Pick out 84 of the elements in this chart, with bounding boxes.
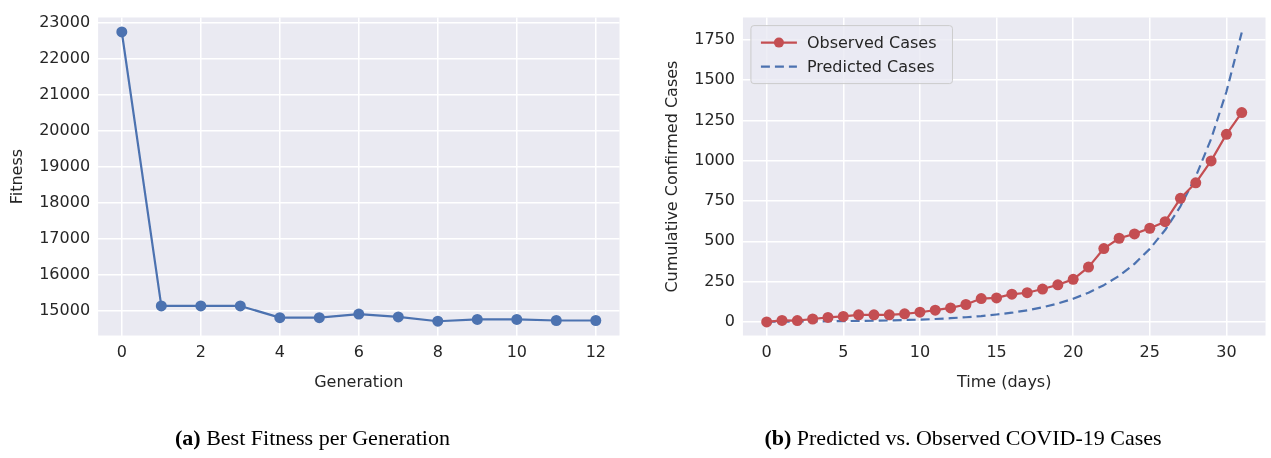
y-tick-label: 18000 <box>39 191 91 211</box>
point <box>1128 228 1140 240</box>
y-tick-label: 750 <box>704 190 735 210</box>
y-tick-label: 1500 <box>694 69 735 89</box>
point <box>914 306 926 318</box>
point <box>353 308 365 320</box>
point <box>945 302 957 314</box>
point <box>1144 222 1156 234</box>
point <box>776 314 788 326</box>
point <box>1083 261 1094 273</box>
point <box>960 298 972 310</box>
point <box>975 293 987 305</box>
point <box>1174 192 1186 204</box>
text: (b) Predicted vs. Observed COVID-19 Cases <box>764 425 1162 450</box>
point <box>471 313 483 325</box>
point <box>1037 283 1049 295</box>
point <box>274 312 286 324</box>
point <box>868 309 880 321</box>
y-tick-label: 15000 <box>39 299 91 319</box>
point <box>1067 273 1079 285</box>
point <box>883 309 895 321</box>
point <box>1190 177 1202 189</box>
point <box>155 300 167 312</box>
point <box>1098 243 1110 255</box>
y-tick-label: 250 <box>704 270 735 290</box>
point <box>1021 287 1033 299</box>
y-axis-title: Fitness <box>6 148 26 205</box>
y-tick-label: 19000 <box>39 155 91 175</box>
x-tick-label: 15 <box>986 342 1007 362</box>
text: (a) Best Fitness per Generation <box>175 425 450 450</box>
point <box>195 300 207 312</box>
point <box>1205 155 1217 167</box>
point <box>1113 232 1125 244</box>
legend-label: Observed Cases <box>806 32 937 52</box>
point <box>791 315 803 327</box>
legend-label: Predicted Cases <box>806 56 935 76</box>
x-tick-label: 30 <box>1216 342 1237 362</box>
point <box>929 304 941 316</box>
x-tick-label: 5 <box>838 342 849 362</box>
y-tick-label: 21000 <box>39 84 91 104</box>
point <box>1236 107 1248 119</box>
x-tick-label: 20 <box>1062 342 1084 362</box>
point <box>550 315 562 327</box>
point <box>116 26 128 38</box>
x-tick-label: 12 <box>585 342 606 362</box>
point <box>1159 216 1171 228</box>
point <box>511 313 523 325</box>
x-tick-label: 2 <box>195 342 206 362</box>
y-axis-title: Cumulative Confirmed Cases <box>661 60 681 293</box>
y-tick-label: 1250 <box>694 109 735 129</box>
x-tick-label: 10 <box>506 342 527 362</box>
y-tick-label: 17000 <box>39 227 91 247</box>
x-tick-label: 0 <box>116 342 127 362</box>
x-tick-label: 25 <box>1139 342 1160 362</box>
point <box>853 309 865 321</box>
y-tick-label: 1000 <box>694 149 735 169</box>
y-tick-label: 23000 <box>39 12 91 32</box>
x-axis-title: Time (days) <box>955 371 1052 391</box>
point <box>822 311 834 323</box>
point <box>1006 288 1018 300</box>
y-tick-label: 1750 <box>694 29 735 48</box>
y-tick-label: 500 <box>704 230 735 250</box>
point <box>432 315 444 327</box>
x-tick-label: 8 <box>432 342 443 362</box>
y-tick-label: 20000 <box>39 119 91 139</box>
point <box>234 300 246 312</box>
y-tick-label: 16000 <box>39 263 91 283</box>
x-tick-label: 0 <box>761 342 772 362</box>
x-tick-label: 10 <box>909 342 931 362</box>
point <box>991 292 1003 304</box>
point <box>761 316 773 328</box>
point <box>590 315 602 327</box>
point <box>807 313 819 325</box>
point <box>899 308 911 320</box>
point <box>313 312 325 324</box>
x-axis-title: Generation <box>314 371 404 391</box>
y-tick-label: 0 <box>724 311 735 331</box>
x-tick-label: 4 <box>274 342 285 362</box>
y-tick-label: 22000 <box>39 48 91 68</box>
point <box>1052 279 1064 291</box>
point <box>392 311 404 323</box>
point <box>1220 128 1232 140</box>
point <box>837 310 849 322</box>
x-tick-label: 6 <box>353 342 364 362</box>
